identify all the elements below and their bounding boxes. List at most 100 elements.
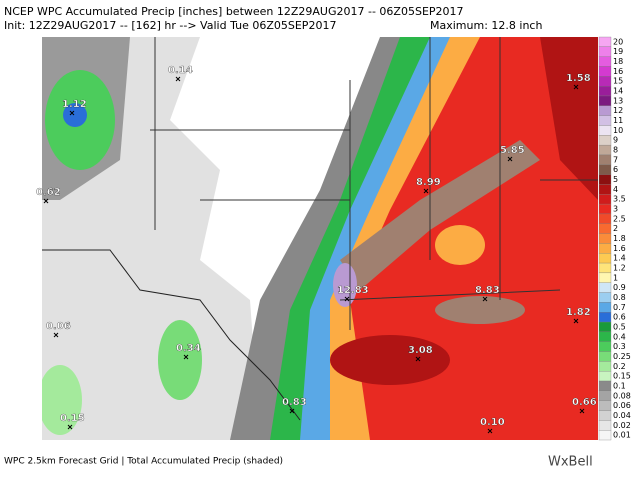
scale-label: 0.5 [613, 322, 626, 331]
scale-swatch [598, 95, 612, 106]
point-marker [67, 424, 73, 430]
point-value: 0.14 [168, 65, 193, 76]
scale-label: 8 [613, 146, 618, 155]
scale-swatch [598, 125, 612, 136]
scale-swatch [598, 85, 612, 97]
scale-label: 12 [613, 106, 623, 115]
scale-label: 0.3 [613, 342, 626, 351]
point-marker [344, 296, 350, 302]
scale-swatch [598, 46, 612, 57]
scale-swatch [598, 203, 612, 215]
scale-label: 2 [613, 224, 618, 233]
point-marker [579, 408, 585, 414]
scale-swatch [598, 253, 612, 264]
scale-label: 0.7 [613, 303, 626, 312]
point-marker [289, 408, 295, 414]
scale-label: 0.08 [613, 391, 631, 400]
scale-label: 3.5 [613, 195, 626, 204]
scale-label: 0.1 [613, 381, 626, 390]
scale-swatch [598, 361, 612, 372]
scale-label: 0.9 [613, 283, 626, 292]
point-value: 0.34 [176, 343, 201, 354]
scale-label: 0.06 [613, 401, 631, 410]
scale-label: 0.6 [613, 313, 626, 322]
scale-label: 0.01 [613, 431, 631, 440]
scale-swatch [598, 56, 612, 67]
scale-swatch [598, 321, 612, 333]
scale-label: 0.04 [613, 411, 631, 420]
point-value: 1.82 [566, 307, 591, 318]
point-value: 8.83 [475, 285, 500, 296]
scale-swatch [598, 351, 612, 362]
scale-swatch [598, 66, 612, 77]
scale-swatch [598, 262, 612, 274]
point-marker [415, 356, 421, 362]
scale-label: 0.02 [613, 421, 631, 430]
scale-swatch [598, 115, 612, 126]
scale-swatch [598, 302, 612, 313]
scale-label: 5 [613, 175, 618, 184]
scale-label: 1 [613, 273, 618, 282]
map [42, 37, 598, 440]
scale-swatch [598, 331, 612, 342]
scale-swatch [598, 76, 612, 87]
header-line: Init: 12Z29AUG2017 -- [162] hr --> Valid… [4, 19, 336, 32]
logo: WxBell [548, 455, 593, 470]
scale-label: 7 [613, 155, 618, 164]
scale-label: 1.8 [613, 234, 626, 243]
scale-swatch [598, 174, 612, 185]
scale-label: 2.5 [613, 214, 626, 223]
point-marker [573, 84, 579, 90]
scale-swatch [598, 184, 612, 195]
point-value: 0.10 [480, 417, 505, 428]
scale-swatch [598, 341, 612, 352]
scale-swatch [598, 282, 612, 293]
scale-swatch [598, 243, 612, 254]
point-marker [423, 188, 429, 194]
point-marker [43, 198, 49, 204]
scale-swatch [598, 400, 612, 411]
point-value: 0.66 [572, 397, 597, 408]
point-value: 8.99 [416, 177, 441, 188]
scale-swatch [598, 36, 612, 47]
scale-label: 0.4 [613, 332, 626, 341]
point-value: 12.83 [337, 285, 369, 296]
maximum: Maximum: 12.8 inch [430, 19, 542, 32]
scale-swatch [598, 371, 612, 382]
scale-label: 1.6 [613, 244, 626, 253]
point-marker [183, 354, 189, 360]
scale-label: 0.8 [613, 293, 626, 302]
scale-swatch [598, 144, 612, 156]
scale-swatch [598, 154, 612, 165]
scale-label: 20 [613, 37, 623, 46]
scale-label: 4 [613, 185, 618, 194]
point-marker [507, 156, 513, 162]
header-line: NCEP WPC Accumulated Precip [inches] bet… [4, 5, 464, 18]
scale-label: 1.4 [613, 254, 626, 263]
point-marker [53, 332, 59, 338]
scale-swatch [598, 430, 612, 441]
point-marker [487, 428, 493, 434]
scale-label: 6 [613, 165, 618, 174]
scale-swatch [598, 380, 612, 392]
point-value: 0.83 [282, 397, 307, 408]
footer-caption: WPC 2.5km Forecast Grid | Total Accumula… [4, 457, 283, 467]
scale-swatch [598, 390, 612, 401]
point-value: 0.62 [36, 187, 61, 198]
scale-label: 14 [613, 87, 623, 96]
point-marker [482, 296, 488, 302]
scale-swatch [598, 292, 612, 303]
scale-label: 13 [613, 96, 623, 105]
color-scale: 201918161514131211109876543.532.521.81.6… [598, 36, 631, 441]
scale-swatch [598, 420, 612, 431]
scale-swatch [598, 272, 612, 283]
point-marker [573, 318, 579, 324]
scale-swatch [598, 213, 612, 224]
scale-swatch [598, 164, 612, 175]
point-value: 1.12 [62, 99, 87, 110]
point-value: 3.08 [408, 345, 433, 356]
scale-swatch [598, 135, 612, 146]
point-value: 1.58 [566, 73, 591, 84]
scale-label: 15 [613, 77, 623, 86]
